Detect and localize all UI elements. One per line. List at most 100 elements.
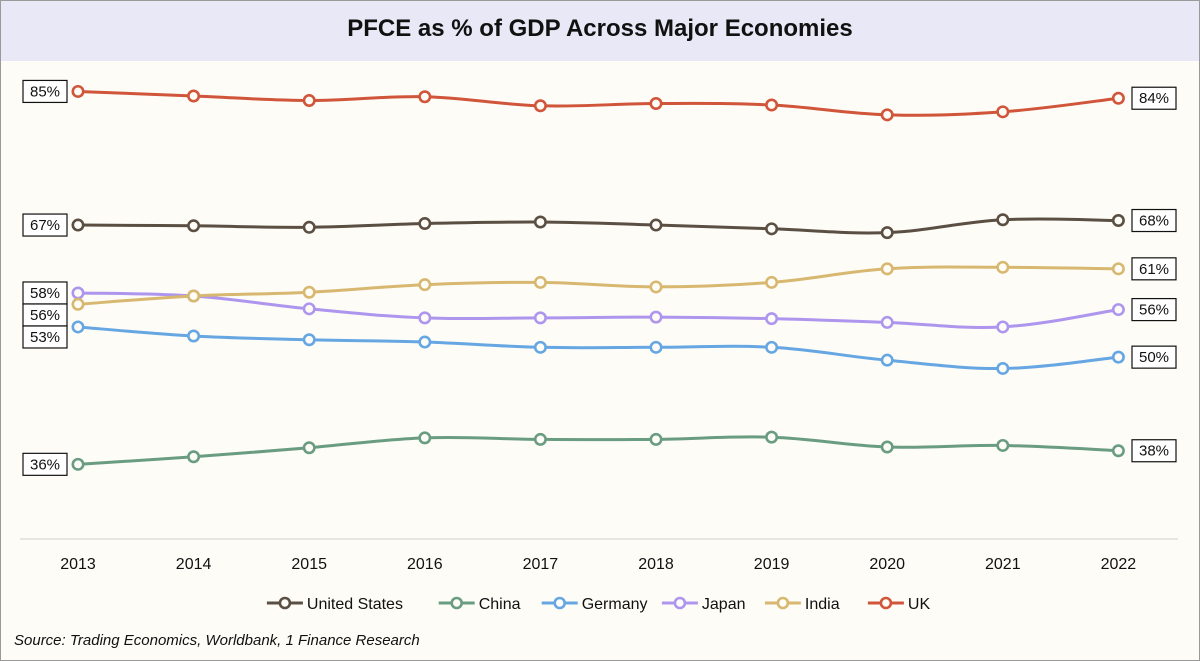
start-value-box: [22, 213, 68, 237]
data-point-india: [1111, 262, 1125, 276]
series-line-united-states: [76, 217, 1120, 235]
data-point-germany: [71, 320, 85, 334]
data-point-japan: [996, 320, 1010, 334]
data-point-japan: [533, 311, 547, 325]
data-point-germany: [649, 340, 663, 354]
series-line-china: [76, 435, 1120, 466]
data-point-japan: [880, 315, 894, 329]
data-point-japan: [71, 286, 85, 300]
legend-label: Japan: [702, 596, 746, 613]
legend-label: India: [805, 596, 840, 613]
data-point-uk: [996, 105, 1010, 119]
data-point-united-states: [765, 222, 779, 236]
data-point-india: [418, 278, 432, 292]
data-point-china: [765, 430, 779, 444]
data-point-germany: [1111, 350, 1125, 364]
x-tick-label: 2019: [754, 556, 790, 573]
end-value-box: [1131, 345, 1177, 369]
data-point-japan: [1111, 303, 1125, 317]
start-value-box: [22, 79, 68, 104]
x-tick-label: 2020: [869, 556, 905, 573]
legend-item-united-states[interactable]: United States: [266, 596, 403, 613]
data-point-uk: [418, 90, 432, 104]
source-note: Source: Trading Economics, Worldbank, 1 …: [14, 632, 420, 649]
end-value-label: 38%: [1139, 443, 1169, 460]
start-value-label: 67%: [30, 217, 60, 234]
end-value-box: [1131, 439, 1177, 463]
legend-item-germany[interactable]: Germany: [541, 596, 648, 613]
data-point-japan: [302, 302, 316, 316]
data-point-china: [71, 457, 85, 471]
x-tick-label: 2022: [1101, 556, 1137, 573]
data-point-united-states: [996, 213, 1010, 227]
data-point-uk: [880, 108, 894, 122]
legend-marker: [776, 596, 790, 610]
data-point-china: [187, 450, 201, 464]
data-point-china: [302, 441, 316, 455]
data-point-germany: [418, 335, 432, 349]
legend-marker: [673, 596, 687, 610]
data-point-india: [649, 280, 663, 294]
legend-marker: [278, 596, 292, 610]
legend-label: Germany: [582, 596, 648, 613]
data-point-united-states: [880, 226, 894, 240]
start-value-label: 85%: [30, 83, 60, 100]
data-point-india: [533, 275, 547, 289]
data-point-india: [71, 297, 85, 311]
end-value-label: 56%: [1139, 302, 1169, 319]
end-value-label: 50%: [1139, 349, 1169, 366]
data-point-united-states: [418, 217, 432, 231]
series-line-japan: [76, 291, 1120, 330]
x-tick-label: 2016: [407, 556, 443, 573]
data-point-china: [418, 431, 432, 445]
x-tick-label: 2021: [985, 556, 1021, 573]
data-point-japan: [418, 311, 432, 325]
data-point-united-states: [649, 218, 663, 232]
legend-marker: [450, 596, 464, 610]
data-point-uk: [533, 99, 547, 113]
data-point-uk: [71, 84, 85, 98]
legend-label: China: [479, 596, 521, 613]
data-point-india: [880, 262, 894, 276]
data-point-india: [996, 260, 1010, 274]
end-value-box: [1131, 86, 1177, 110]
series-line-india: [76, 265, 1120, 306]
data-point-germany: [302, 333, 316, 347]
legend-marker: [879, 596, 893, 610]
data-point-uk: [187, 89, 201, 103]
data-point-germany: [880, 353, 894, 367]
data-point-china: [1111, 444, 1125, 458]
end-value-box: [1131, 257, 1177, 281]
legend-marker: [553, 596, 567, 610]
legend-item-india[interactable]: India: [764, 596, 840, 613]
end-value-label: 68%: [1139, 213, 1169, 230]
legend-item-china[interactable]: China: [438, 596, 521, 613]
data-point-united-states: [71, 218, 85, 232]
data-point-india: [302, 285, 316, 299]
end-value-label: 61%: [1139, 261, 1169, 278]
data-point-united-states: [533, 215, 547, 229]
data-point-china: [880, 440, 894, 454]
data-point-uk: [649, 97, 663, 111]
data-point-germany: [187, 329, 201, 343]
x-tick-label: 2013: [60, 556, 96, 573]
start-value-label: 53%: [30, 329, 60, 346]
start-value-label: 56%: [30, 307, 60, 324]
start-value-box: [22, 325, 68, 349]
start-value-box: [22, 452, 68, 476]
start-value-label: 36%: [30, 456, 60, 473]
line-chart: 85% 67% 58% 56% 53% 36% 84% 68% 61% 56% 50% 38% 201…: [20, 79, 1178, 613]
chart-title: PFCE as % of GDP Across Major Economies: [347, 15, 853, 42]
start-value-label: 58%: [30, 285, 60, 302]
data-point-united-states: [187, 219, 201, 233]
data-point-united-states: [302, 220, 316, 234]
data-point-japan: [765, 312, 779, 326]
data-point-uk: [765, 98, 779, 112]
legend-item-uk[interactable]: UK: [867, 596, 931, 613]
data-point-germany: [533, 340, 547, 354]
data-point-uk: [302, 93, 316, 107]
end-value-label: 84%: [1139, 90, 1169, 107]
data-point-india: [187, 289, 201, 303]
data-point-china: [649, 432, 663, 446]
legend-item-japan[interactable]: Japan: [661, 596, 746, 613]
